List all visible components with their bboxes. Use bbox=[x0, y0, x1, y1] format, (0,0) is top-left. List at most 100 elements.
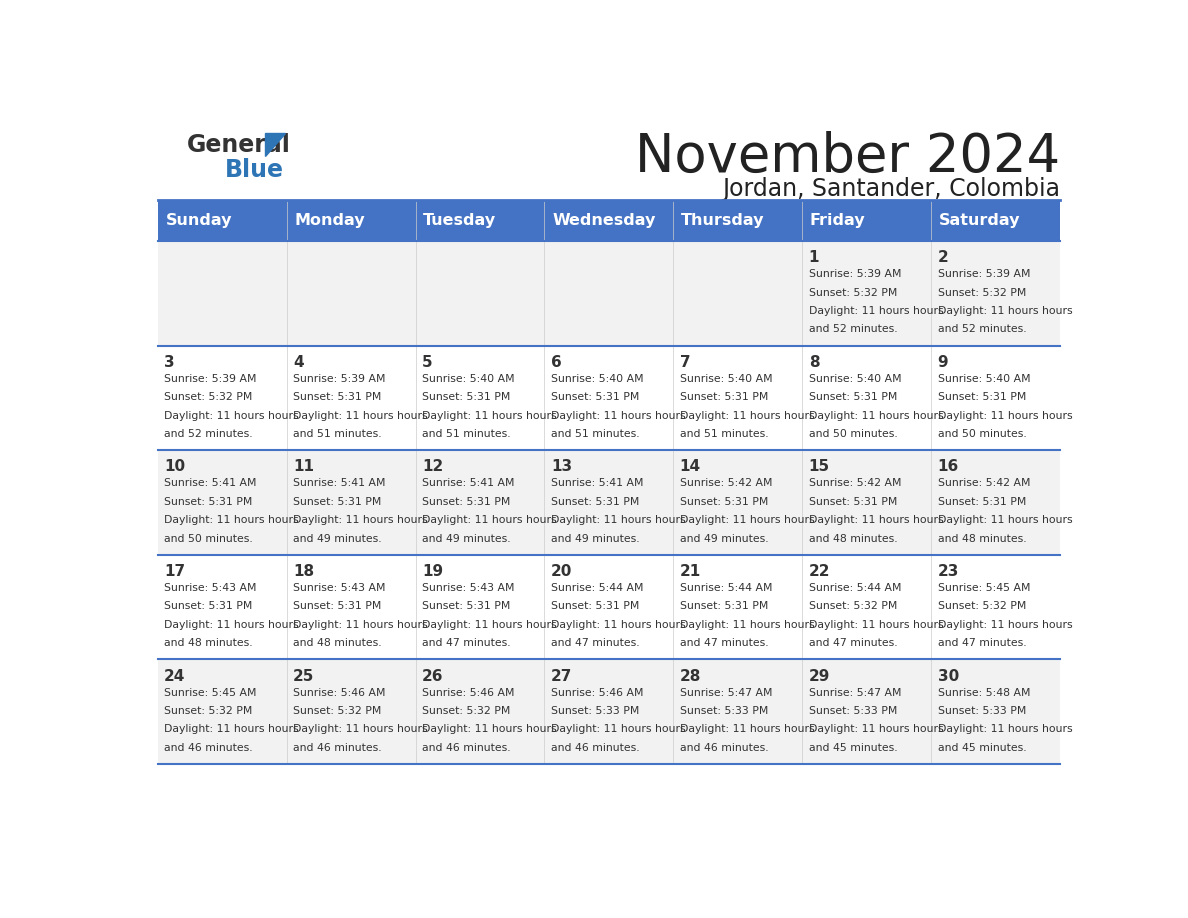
Text: Sunset: 5:32 PM: Sunset: 5:32 PM bbox=[809, 287, 897, 297]
Text: Sunrise: 5:39 AM: Sunrise: 5:39 AM bbox=[293, 374, 386, 384]
Text: and 46 minutes.: and 46 minutes. bbox=[422, 743, 511, 753]
Text: Sunset: 5:31 PM: Sunset: 5:31 PM bbox=[422, 392, 511, 402]
Text: 30: 30 bbox=[937, 668, 959, 684]
Text: 8: 8 bbox=[809, 354, 820, 370]
Text: Daylight: 11 hours hours: Daylight: 11 hours hours bbox=[422, 724, 556, 734]
Text: and 49 minutes.: and 49 minutes. bbox=[551, 533, 639, 543]
FancyBboxPatch shape bbox=[158, 554, 1060, 659]
Text: 21: 21 bbox=[680, 564, 701, 579]
Text: and 47 minutes.: and 47 minutes. bbox=[551, 638, 639, 648]
Text: 13: 13 bbox=[551, 459, 571, 475]
FancyBboxPatch shape bbox=[158, 659, 1060, 764]
Text: and 52 minutes.: and 52 minutes. bbox=[164, 429, 253, 439]
Text: Tuesday: Tuesday bbox=[423, 213, 497, 228]
Text: Sunset: 5:33 PM: Sunset: 5:33 PM bbox=[809, 706, 897, 716]
FancyBboxPatch shape bbox=[802, 200, 931, 241]
Text: Daylight: 11 hours hours: Daylight: 11 hours hours bbox=[680, 724, 814, 734]
Text: 18: 18 bbox=[293, 564, 314, 579]
Text: Sunset: 5:31 PM: Sunset: 5:31 PM bbox=[680, 497, 769, 507]
Text: 25: 25 bbox=[293, 668, 315, 684]
Text: Daylight: 11 hours hours: Daylight: 11 hours hours bbox=[293, 410, 428, 420]
Text: and 51 minutes.: and 51 minutes. bbox=[293, 429, 381, 439]
Text: Daylight: 11 hours hours: Daylight: 11 hours hours bbox=[937, 306, 1072, 316]
Text: Daylight: 11 hours hours: Daylight: 11 hours hours bbox=[809, 515, 943, 525]
Text: Sunset: 5:31 PM: Sunset: 5:31 PM bbox=[680, 392, 769, 402]
Text: Saturday: Saturday bbox=[939, 213, 1020, 228]
Text: Sunrise: 5:39 AM: Sunrise: 5:39 AM bbox=[937, 269, 1030, 279]
Text: Sunrise: 5:45 AM: Sunrise: 5:45 AM bbox=[937, 583, 1030, 593]
Text: Daylight: 11 hours hours: Daylight: 11 hours hours bbox=[809, 306, 943, 316]
Text: Daylight: 11 hours hours: Daylight: 11 hours hours bbox=[293, 515, 428, 525]
Text: Sunrise: 5:40 AM: Sunrise: 5:40 AM bbox=[680, 374, 772, 384]
Text: 22: 22 bbox=[809, 564, 830, 579]
Text: November 2024: November 2024 bbox=[634, 131, 1060, 184]
Text: Sunrise: 5:44 AM: Sunrise: 5:44 AM bbox=[680, 583, 772, 593]
Text: and 46 minutes.: and 46 minutes. bbox=[293, 743, 381, 753]
Text: Sunrise: 5:47 AM: Sunrise: 5:47 AM bbox=[680, 688, 772, 698]
Text: 14: 14 bbox=[680, 459, 701, 475]
Text: Sunrise: 5:41 AM: Sunrise: 5:41 AM bbox=[422, 478, 514, 488]
Text: Sunrise: 5:46 AM: Sunrise: 5:46 AM bbox=[293, 688, 386, 698]
Text: Daylight: 11 hours hours: Daylight: 11 hours hours bbox=[937, 724, 1072, 734]
Text: 19: 19 bbox=[422, 564, 443, 579]
Text: Daylight: 11 hours hours: Daylight: 11 hours hours bbox=[164, 410, 298, 420]
FancyBboxPatch shape bbox=[931, 200, 1060, 241]
Text: Daylight: 11 hours hours: Daylight: 11 hours hours bbox=[680, 620, 814, 630]
Text: Sunrise: 5:39 AM: Sunrise: 5:39 AM bbox=[164, 374, 257, 384]
Text: 2: 2 bbox=[937, 250, 948, 265]
Text: 16: 16 bbox=[937, 459, 959, 475]
Text: Daylight: 11 hours hours: Daylight: 11 hours hours bbox=[680, 515, 814, 525]
Text: Sunset: 5:32 PM: Sunset: 5:32 PM bbox=[164, 706, 253, 716]
Text: Daylight: 11 hours hours: Daylight: 11 hours hours bbox=[680, 410, 814, 420]
Text: and 47 minutes.: and 47 minutes. bbox=[937, 638, 1026, 648]
Text: Sunrise: 5:47 AM: Sunrise: 5:47 AM bbox=[809, 688, 902, 698]
Text: Sunrise: 5:43 AM: Sunrise: 5:43 AM bbox=[422, 583, 514, 593]
Text: Sunrise: 5:42 AM: Sunrise: 5:42 AM bbox=[680, 478, 772, 488]
Text: 9: 9 bbox=[937, 354, 948, 370]
Text: and 47 minutes.: and 47 minutes. bbox=[809, 638, 897, 648]
Text: Sunrise: 5:41 AM: Sunrise: 5:41 AM bbox=[164, 478, 257, 488]
Text: Sunset: 5:32 PM: Sunset: 5:32 PM bbox=[937, 287, 1026, 297]
Text: Sunrise: 5:45 AM: Sunrise: 5:45 AM bbox=[164, 688, 257, 698]
Text: Sunrise: 5:48 AM: Sunrise: 5:48 AM bbox=[937, 688, 1030, 698]
Text: 28: 28 bbox=[680, 668, 701, 684]
Text: Sunrise: 5:41 AM: Sunrise: 5:41 AM bbox=[293, 478, 386, 488]
Text: Sunrise: 5:39 AM: Sunrise: 5:39 AM bbox=[809, 269, 902, 279]
Text: General: General bbox=[188, 133, 291, 157]
Text: Daylight: 11 hours hours: Daylight: 11 hours hours bbox=[293, 724, 428, 734]
Text: 15: 15 bbox=[809, 459, 829, 475]
FancyBboxPatch shape bbox=[544, 200, 674, 241]
Text: Friday: Friday bbox=[810, 213, 866, 228]
Text: Sunset: 5:31 PM: Sunset: 5:31 PM bbox=[809, 497, 897, 507]
Text: Sunset: 5:31 PM: Sunset: 5:31 PM bbox=[422, 497, 511, 507]
Text: Sunset: 5:33 PM: Sunset: 5:33 PM bbox=[551, 706, 639, 716]
Text: and 49 minutes.: and 49 minutes. bbox=[680, 533, 769, 543]
Text: Daylight: 11 hours hours: Daylight: 11 hours hours bbox=[937, 410, 1072, 420]
Text: Sunset: 5:33 PM: Sunset: 5:33 PM bbox=[680, 706, 769, 716]
Text: Sunrise: 5:42 AM: Sunrise: 5:42 AM bbox=[937, 478, 1030, 488]
Text: 11: 11 bbox=[293, 459, 314, 475]
Text: Daylight: 11 hours hours: Daylight: 11 hours hours bbox=[551, 620, 685, 630]
Text: Sunrise: 5:40 AM: Sunrise: 5:40 AM bbox=[422, 374, 514, 384]
Text: Sunday: Sunday bbox=[165, 213, 232, 228]
Text: Sunset: 5:31 PM: Sunset: 5:31 PM bbox=[551, 392, 639, 402]
Text: Daylight: 11 hours hours: Daylight: 11 hours hours bbox=[164, 724, 298, 734]
Text: and 52 minutes.: and 52 minutes. bbox=[809, 324, 897, 334]
Text: Sunrise: 5:46 AM: Sunrise: 5:46 AM bbox=[422, 688, 514, 698]
Text: Sunrise: 5:40 AM: Sunrise: 5:40 AM bbox=[937, 374, 1030, 384]
Text: Sunrise: 5:43 AM: Sunrise: 5:43 AM bbox=[164, 583, 257, 593]
Text: Sunset: 5:31 PM: Sunset: 5:31 PM bbox=[937, 497, 1026, 507]
Text: Sunset: 5:32 PM: Sunset: 5:32 PM bbox=[937, 601, 1026, 611]
Text: 24: 24 bbox=[164, 668, 185, 684]
Text: Sunset: 5:33 PM: Sunset: 5:33 PM bbox=[937, 706, 1026, 716]
Text: Sunrise: 5:41 AM: Sunrise: 5:41 AM bbox=[551, 478, 644, 488]
Text: and 45 minutes.: and 45 minutes. bbox=[937, 743, 1026, 753]
Text: Sunset: 5:32 PM: Sunset: 5:32 PM bbox=[293, 706, 381, 716]
Text: 17: 17 bbox=[164, 564, 185, 579]
Text: Daylight: 11 hours hours: Daylight: 11 hours hours bbox=[293, 620, 428, 630]
Text: 1: 1 bbox=[809, 250, 820, 265]
Text: Daylight: 11 hours hours: Daylight: 11 hours hours bbox=[809, 724, 943, 734]
Text: and 48 minutes.: and 48 minutes. bbox=[164, 638, 253, 648]
Text: Sunset: 5:31 PM: Sunset: 5:31 PM bbox=[937, 392, 1026, 402]
Text: Daylight: 11 hours hours: Daylight: 11 hours hours bbox=[551, 410, 685, 420]
